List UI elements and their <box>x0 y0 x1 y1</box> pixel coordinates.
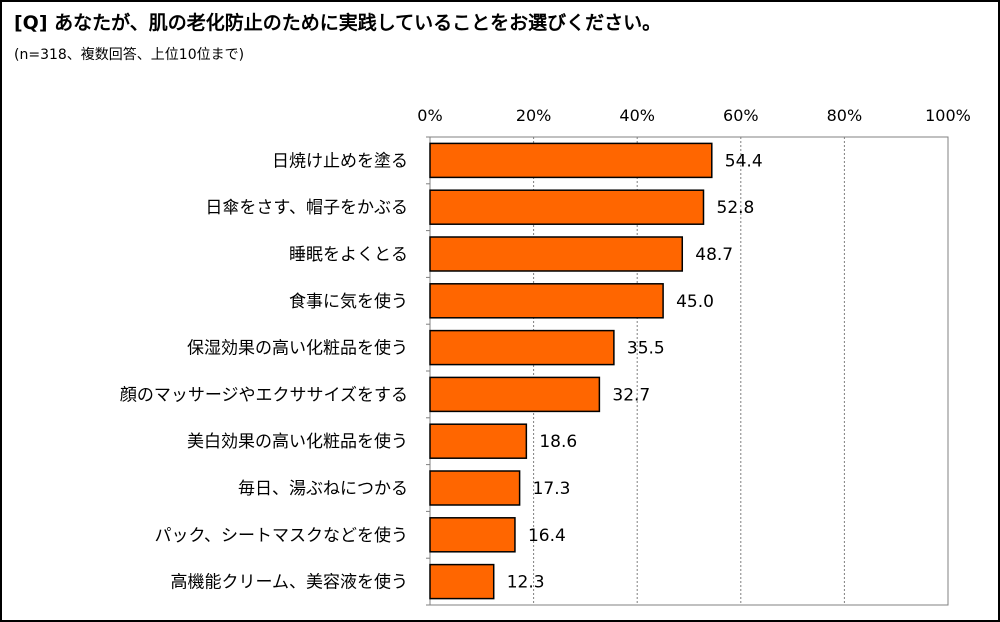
bar <box>429 470 521 506</box>
category-labels: 日焼け止めを塗る日傘をさす、帽子をかぶる睡眠をよくとる食事に気を使う保湿効果の高… <box>120 150 408 592</box>
x-tick-label: 20% <box>516 106 552 125</box>
value-label: 17.3 <box>533 479 571 499</box>
category-label: 高機能クリーム、美容液を使う <box>171 572 409 593</box>
value-label: 52.8 <box>717 198 755 218</box>
category-label: 食事に気を使う <box>289 291 408 312</box>
value-label: 12.3 <box>507 573 545 593</box>
category-label: 保湿効果の高い化粧品を使う <box>187 338 408 359</box>
category-label: 毎日、湯ぶねにつかる <box>238 479 408 499</box>
category-label: 日焼け止めを塗る <box>272 150 408 171</box>
bar <box>429 236 684 272</box>
x-axis-tick-labels: 0% 20% 40% 60% 80% 100% <box>417 106 971 125</box>
bar <box>429 283 664 319</box>
value-label: 16.4 <box>528 526 566 546</box>
x-tick-label: 40% <box>619 106 655 125</box>
bar <box>429 376 601 413</box>
category-label: 顔のマッサージやエクササイズをする <box>120 385 408 405</box>
category-label: 睡眠をよくとる <box>289 245 408 265</box>
bar <box>429 563 495 600</box>
category-label: 美白効果の高い化粧品を使う <box>187 431 408 452</box>
x-tick-label: 0% <box>417 106 442 125</box>
plot-area <box>426 136 949 606</box>
value-label: 32.7 <box>612 385 650 405</box>
chart-subtitle: (n=318、複数回答、上位10位まで) <box>14 47 245 63</box>
value-labels: 54.4 52.8 48.7 45.0 35.5 32.7 18.6 17.3 16.4 12.3 <box>507 151 763 592</box>
value-label: 54.4 <box>725 151 763 171</box>
x-tick-label: 60% <box>723 106 759 125</box>
value-label: 35.5 <box>627 339 665 359</box>
value-label: 45.0 <box>676 292 714 312</box>
bar <box>429 517 516 553</box>
value-label: 48.7 <box>695 245 733 265</box>
bar <box>429 142 713 179</box>
bar <box>429 189 705 225</box>
x-tick-label: 100% <box>925 106 971 125</box>
bar <box>429 423 528 459</box>
bars <box>429 142 713 600</box>
chart-title: [Q] あなたが、肌の老化防止のために実践していることをお選びください。 <box>14 12 662 34</box>
value-label: 18.6 <box>539 432 577 452</box>
category-label: 日傘をさす、帽子をかぶる <box>205 198 408 218</box>
x-tick-label: 80% <box>827 106 863 125</box>
bar <box>429 329 615 366</box>
category-label: パック、シートマスクなどを使う <box>155 525 408 546</box>
